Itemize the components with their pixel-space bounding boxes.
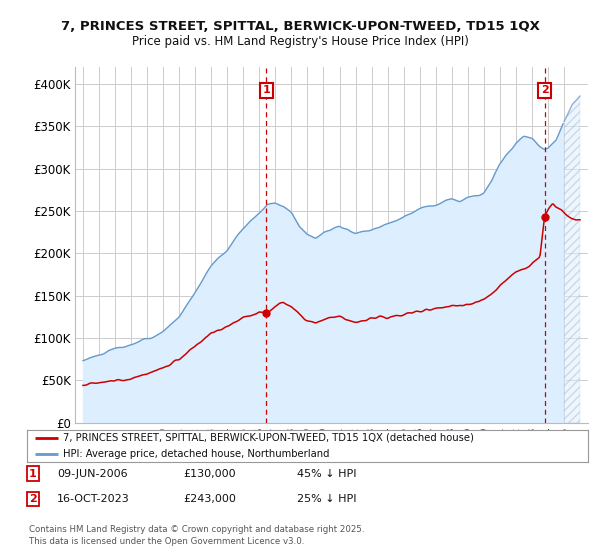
Text: 2: 2 [29, 494, 37, 504]
Text: 2: 2 [541, 85, 548, 95]
Text: 7, PRINCES STREET, SPITTAL, BERWICK-UPON-TWEED, TD15 1QX (detached house): 7, PRINCES STREET, SPITTAL, BERWICK-UPON… [64, 433, 475, 442]
Text: £130,000: £130,000 [183, 469, 236, 479]
Text: 1: 1 [263, 85, 270, 95]
Text: 25% ↓ HPI: 25% ↓ HPI [297, 494, 356, 504]
Text: 1: 1 [29, 469, 37, 479]
Text: HPI: Average price, detached house, Northumberland: HPI: Average price, detached house, Nort… [64, 449, 330, 459]
Text: £243,000: £243,000 [183, 494, 236, 504]
Text: 7, PRINCES STREET, SPITTAL, BERWICK-UPON-TWEED, TD15 1QX: 7, PRINCES STREET, SPITTAL, BERWICK-UPON… [61, 20, 539, 32]
Text: Contains HM Land Registry data © Crown copyright and database right 2025.
This d: Contains HM Land Registry data © Crown c… [29, 525, 364, 545]
Text: 09-JUN-2006: 09-JUN-2006 [57, 469, 128, 479]
Text: 16-OCT-2023: 16-OCT-2023 [57, 494, 130, 504]
Text: 45% ↓ HPI: 45% ↓ HPI [297, 469, 356, 479]
Text: Price paid vs. HM Land Registry's House Price Index (HPI): Price paid vs. HM Land Registry's House … [131, 35, 469, 48]
